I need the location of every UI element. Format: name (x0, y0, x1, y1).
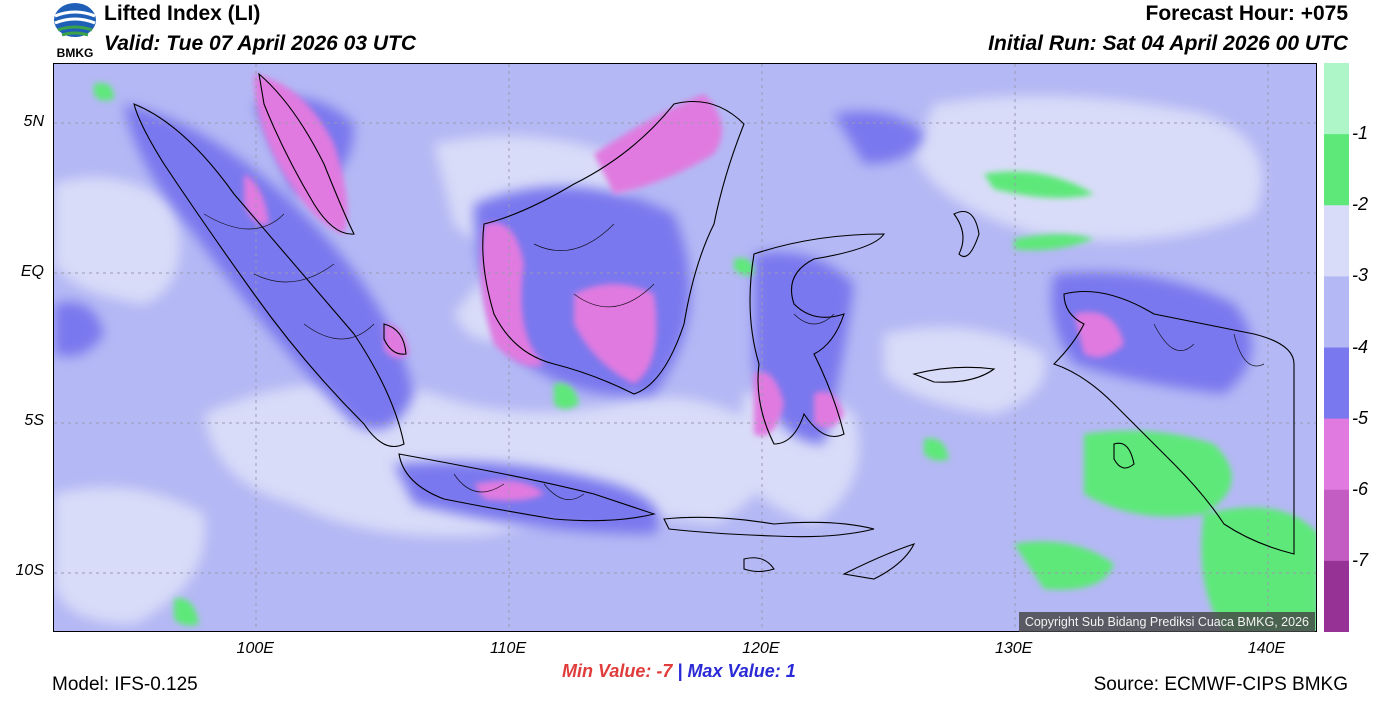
colorbar-segment (1324, 418, 1349, 491)
papua-coast (1052, 291, 1295, 555)
value-separator: | (677, 661, 683, 681)
malay-peninsula-coast (258, 72, 355, 235)
lon-tick-label: 100E (236, 640, 274, 657)
min-max-values: Min Value: -7 | Max Value: 1 (562, 661, 796, 682)
map-canvas (54, 64, 1316, 631)
max-value: Max Value: 1 (687, 661, 796, 681)
colorbar-label: -3 (1352, 265, 1369, 286)
bangka-coast (383, 323, 407, 355)
colorbar-segment (1324, 560, 1349, 632)
sumba-coast (743, 557, 775, 573)
lon-tick-label: 140E (1247, 640, 1286, 657)
java-coast (398, 453, 656, 522)
colorbar-segment (1324, 205, 1349, 277)
sumatra-coast (133, 103, 405, 448)
colorbar-label: -1 (1352, 123, 1369, 144)
initial-run: Initial Run: Sat 04 April 2026 00 UTC (988, 32, 1348, 55)
timor-coast (842, 543, 916, 580)
graticule (54, 64, 1316, 631)
colorbar-segment (1324, 134, 1349, 206)
model-name: Model: IFS-0.125 (52, 674, 198, 695)
lat-tick-label: 10S (15, 562, 44, 580)
colorbar-label: -6 (1352, 478, 1369, 499)
min-value: Min Value: -7 (562, 661, 673, 681)
aru-coast (1113, 442, 1135, 469)
lat-tick-label: EQ (20, 262, 44, 280)
lon-tick-label: 120E (742, 640, 780, 657)
colorbar-label: -7 (1352, 549, 1369, 570)
maluku-coast (912, 366, 996, 383)
province-borders (203, 213, 1265, 500)
colorbar-segment (1324, 276, 1349, 348)
colorbar (1324, 63, 1349, 632)
colorbar-segment (1324, 347, 1349, 420)
colorbar-segment (1324, 63, 1349, 135)
data-source: Source: ECMWF-CIPS BMKG (1093, 674, 1348, 695)
sulawesi-coast (749, 233, 886, 445)
colorbar-label: -5 (1352, 407, 1369, 428)
halmahera-coast (953, 210, 980, 258)
logo-text: BMKG (57, 46, 94, 60)
colorbar-label: -4 (1352, 336, 1369, 357)
field-layer-green (94, 83, 1316, 631)
lat-tick-label: 5S (24, 412, 44, 430)
lat-tick-label: 5N (23, 112, 44, 130)
coastlines (133, 72, 1295, 580)
map-panel (53, 63, 1317, 632)
colorbar-segment (1324, 489, 1349, 562)
copyright-notice: Copyright Sub Bidang Prediksi Cuaca BMKG… (1018, 612, 1315, 632)
lon-tick-label: 130E (994, 640, 1033, 657)
valid-time: Valid: Tue 07 April 2026 03 UTC (104, 32, 417, 55)
colorbar-label: -2 (1352, 194, 1369, 215)
map-title: Lifted Index (LI) (104, 2, 261, 25)
bmkg-logo: BMKG (54, 3, 96, 60)
lesser-sunda-coast (663, 516, 875, 538)
lon-tick-label: 110E (489, 640, 527, 657)
borneo-coast (482, 100, 745, 395)
forecast-hour: Forecast Hour: +075 (1145, 2, 1349, 25)
